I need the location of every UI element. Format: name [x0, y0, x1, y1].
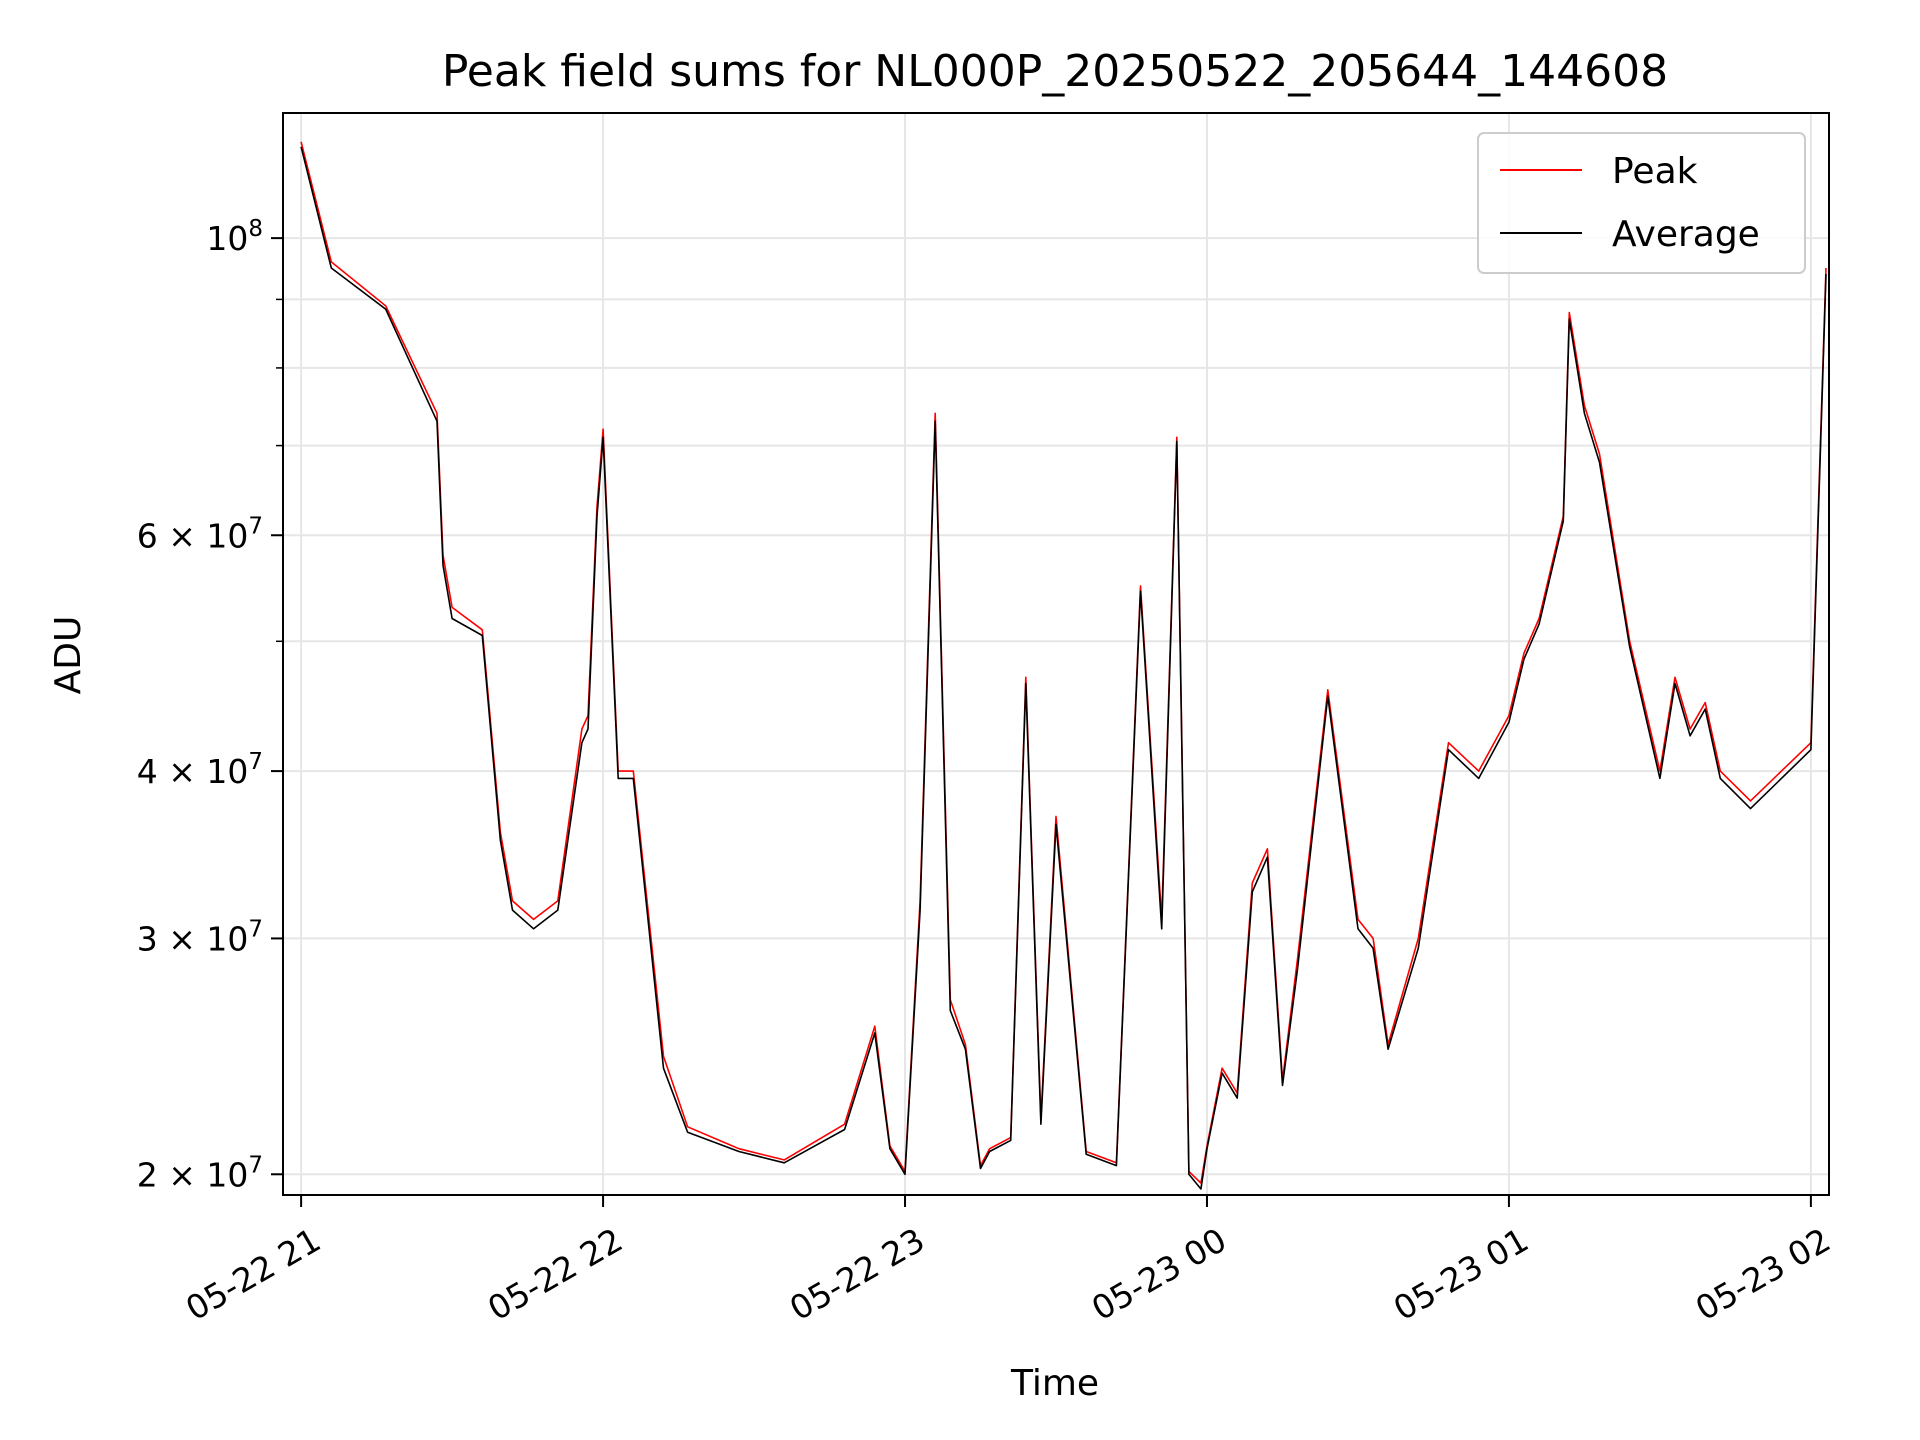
y-tick-label: 6 × 107 — [137, 513, 263, 555]
legend-label-average: Average — [1612, 214, 1760, 255]
y-tick-label: 2 × 107 — [137, 1152, 263, 1194]
chart-title: Peak field sums for NL000P_20250522_2056… — [442, 46, 1668, 97]
y-axis: 2 × 107 3 × 107 4 × 107 6 × 107 108 — [137, 216, 283, 1194]
series-layer — [300, 141, 1827, 1190]
y-tick-label: 4 × 107 — [137, 749, 263, 791]
x-axis-label: Time — [1010, 1363, 1099, 1404]
legend-label-peak: Peak — [1612, 151, 1698, 192]
y-tick-label: 108 — [206, 216, 263, 258]
legend: Peak Average — [1477, 132, 1806, 274]
legend-box — [1477, 132, 1806, 274]
plot-frame — [282, 112, 1830, 1196]
series-line-average — [300, 146, 1827, 1190]
y-axis-label: ADU — [48, 616, 89, 695]
y-tick-label: 3 × 107 — [137, 916, 263, 958]
